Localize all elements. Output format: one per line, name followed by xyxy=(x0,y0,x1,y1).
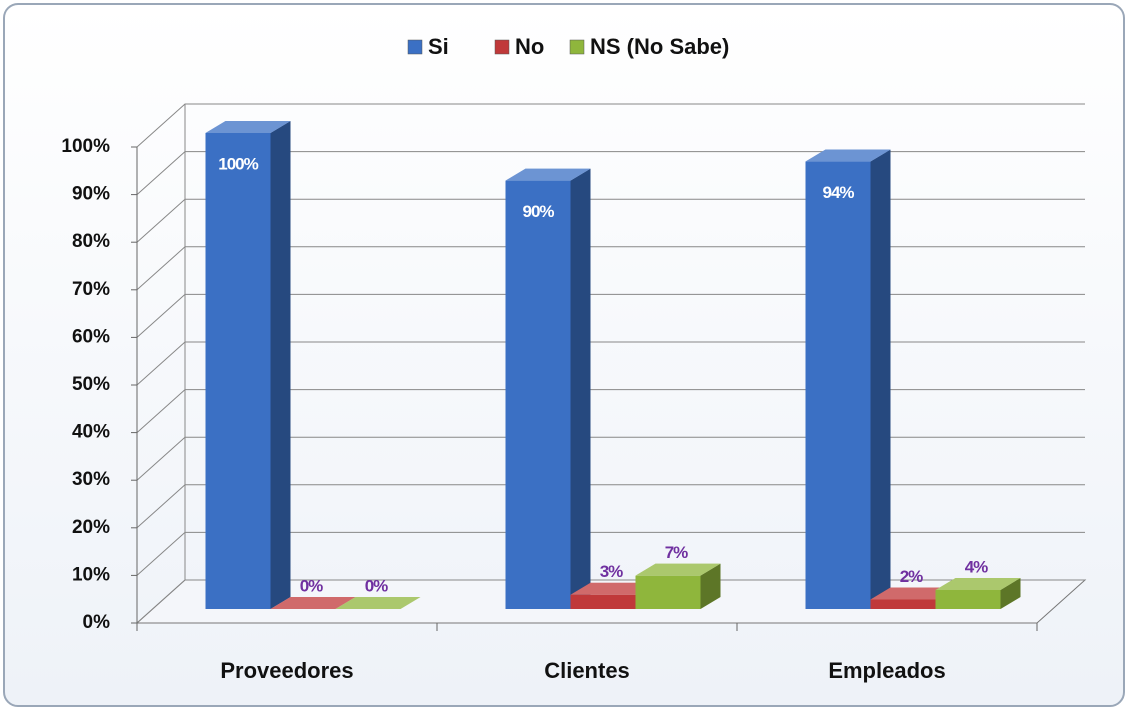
x-tick-label: Proveedores xyxy=(220,658,353,683)
value-label: 94% xyxy=(822,183,854,202)
legend-label: Si xyxy=(428,34,449,59)
bar-top xyxy=(205,121,291,133)
value-label: 2% xyxy=(900,567,923,586)
y-tick-label: 100% xyxy=(61,136,110,157)
bar xyxy=(570,594,636,609)
value-label: 90% xyxy=(522,202,554,221)
y-tick-label: 80% xyxy=(72,231,110,252)
bar-top xyxy=(505,168,591,181)
value-label: 0% xyxy=(300,576,323,595)
bar xyxy=(635,575,701,609)
bar-top-light xyxy=(270,597,356,609)
bar-top xyxy=(935,577,1021,590)
bar-top-light xyxy=(635,563,721,576)
bar-top-light xyxy=(870,587,956,600)
y-tick-label: 20% xyxy=(72,517,110,538)
legend-label: No xyxy=(515,34,544,59)
bar-top-light xyxy=(805,149,891,162)
bar-side xyxy=(870,149,891,609)
bar xyxy=(805,161,871,609)
value-label: 3% xyxy=(600,562,623,581)
y-tick-label: 30% xyxy=(72,469,110,490)
bar-top xyxy=(570,582,656,595)
bar xyxy=(505,180,571,609)
bar-side-shade xyxy=(870,149,891,609)
legend-swatch xyxy=(494,39,510,55)
bar-side-shade xyxy=(1000,577,1021,609)
bar xyxy=(870,599,936,609)
bar-side-shade xyxy=(570,168,591,609)
y-tick-label: 90% xyxy=(72,184,110,205)
bar-side xyxy=(270,121,291,609)
bar xyxy=(205,133,271,609)
legend-swatch xyxy=(569,39,585,55)
bar-top-light xyxy=(570,582,656,595)
y-tick-label: 0% xyxy=(83,612,111,633)
value-label: 0% xyxy=(365,576,388,595)
legend-label: NS (No Sabe) xyxy=(590,34,729,59)
y-tick-label: 40% xyxy=(72,422,110,443)
bar-top xyxy=(335,597,421,609)
y-tick-label: 60% xyxy=(72,326,110,347)
bar-side xyxy=(1000,577,1021,609)
value-label: 4% xyxy=(965,557,988,576)
bar xyxy=(935,589,1001,609)
bar-top-light xyxy=(935,577,1021,590)
y-tick-label: 70% xyxy=(72,279,110,300)
bar-side-shade xyxy=(270,121,291,609)
bar-top-light xyxy=(505,168,591,181)
bar-top xyxy=(635,563,721,576)
x-tick-label: Clientes xyxy=(544,658,630,683)
bar-top xyxy=(870,587,956,600)
y-tick-label: 50% xyxy=(72,374,110,395)
y-tick-label: 10% xyxy=(72,564,110,585)
bar-top xyxy=(270,597,356,609)
value-label: 7% xyxy=(665,543,688,562)
bar-side xyxy=(570,168,591,609)
x-tick-label: Empleados xyxy=(828,658,945,683)
bar-side-shade xyxy=(700,563,721,609)
bar-top-light xyxy=(335,597,421,609)
value-label: 100% xyxy=(218,154,258,173)
bar-top xyxy=(805,149,891,162)
bar-top-light xyxy=(205,121,291,133)
legend-swatch xyxy=(407,39,423,55)
bar-side xyxy=(700,563,721,609)
